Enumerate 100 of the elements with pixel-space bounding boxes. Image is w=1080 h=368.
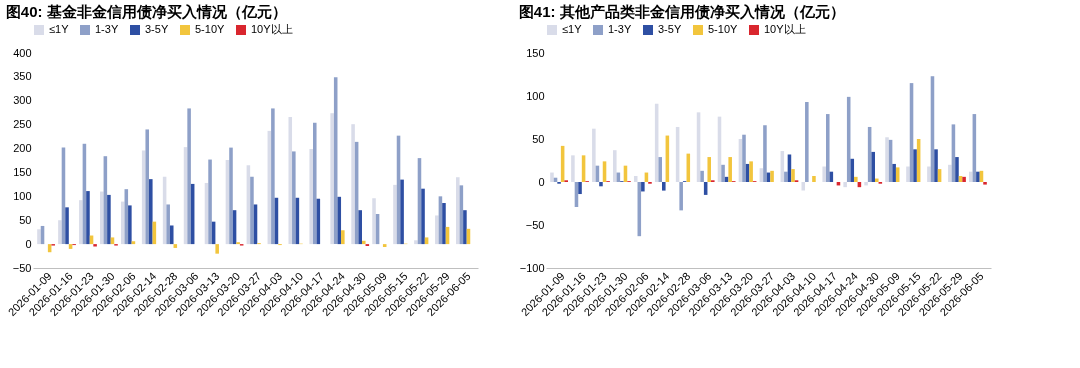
bar <box>393 184 397 245</box>
bar <box>707 157 712 182</box>
y-tick-label: −50 <box>525 218 545 231</box>
y-tick-label: 400 <box>13 46 32 59</box>
bar <box>825 114 830 182</box>
y-tick-label: 50 <box>19 213 32 226</box>
bar <box>166 204 170 245</box>
bar <box>791 169 795 182</box>
bar <box>728 157 732 182</box>
bar <box>976 171 980 182</box>
chart-title: 图41: 其他产品类非金信用债净买入情况（亿元） <box>518 3 845 20</box>
bar <box>37 229 41 245</box>
y-tick-label: 150 <box>13 165 32 178</box>
bar <box>812 175 816 182</box>
bar <box>271 108 275 245</box>
bar <box>149 179 153 245</box>
bar <box>435 215 439 245</box>
bar <box>770 170 774 182</box>
bar <box>421 188 425 245</box>
bar <box>358 210 362 245</box>
bar <box>662 182 666 191</box>
bar <box>330 113 334 245</box>
legend-label: 3-5Y <box>145 23 169 35</box>
bar <box>65 207 69 245</box>
bar <box>58 220 62 245</box>
bar <box>309 149 313 245</box>
legend-label: 5-10Y <box>708 23 739 35</box>
y-tick-label: 300 <box>13 94 32 107</box>
bar <box>107 194 111 245</box>
bar <box>215 244 219 254</box>
y-tick-label: 250 <box>13 118 32 131</box>
bar <box>885 137 889 182</box>
chart-title: 图40: 基金非金信用债净买入情况（亿元） <box>5 3 287 20</box>
bar <box>801 182 806 191</box>
bar <box>641 182 645 192</box>
bar <box>351 124 355 245</box>
bar <box>337 196 342 245</box>
bar <box>700 170 704 182</box>
bar <box>169 225 174 245</box>
legend-label: ≤1Y <box>562 23 583 35</box>
y-tick-label: −50 <box>12 261 32 274</box>
bar <box>843 182 847 188</box>
legend-label: 10Y以上 <box>251 23 293 35</box>
bar <box>749 161 753 182</box>
bar <box>658 157 663 182</box>
bar <box>927 166 931 182</box>
bar <box>955 157 959 182</box>
bar <box>79 200 83 245</box>
bar <box>913 149 917 182</box>
bar <box>578 182 582 195</box>
legend-label: 1-3Y <box>95 23 119 35</box>
legend-label: 5-10Y <box>195 23 226 35</box>
y-tick-label: 350 <box>13 70 32 83</box>
bar <box>372 198 376 245</box>
bar <box>414 240 418 245</box>
bar <box>948 164 952 182</box>
bar <box>874 178 879 182</box>
bar <box>229 147 233 245</box>
bar <box>599 182 603 187</box>
y-tick-label: 0 <box>25 237 32 250</box>
legend-label: 10Y以上 <box>764 23 806 35</box>
legend-label: ≤1Y <box>49 23 70 35</box>
bar <box>208 159 212 245</box>
bar <box>906 166 910 182</box>
y-tick-label: 100 <box>13 189 32 202</box>
y-tick-label: 150 <box>526 46 545 59</box>
bar <box>854 176 858 182</box>
y-tick-label: 50 <box>532 132 545 145</box>
bar <box>934 149 938 182</box>
bar <box>742 134 746 182</box>
bar <box>721 164 725 182</box>
bar <box>463 210 467 245</box>
bar <box>288 117 293 245</box>
bar <box>850 158 855 182</box>
bar <box>864 182 868 186</box>
legend-label: 3-5Y <box>658 23 682 35</box>
y-tick-label: 100 <box>526 89 545 102</box>
bar <box>292 151 296 245</box>
bar <box>100 191 104 245</box>
bar <box>962 176 966 182</box>
legend-label: 1-3Y <box>608 23 632 35</box>
bar <box>120 201 125 245</box>
bar <box>382 244 387 247</box>
bar <box>361 240 366 245</box>
bar <box>131 241 136 245</box>
y-tick-label: 0 <box>538 175 545 188</box>
bar <box>763 125 767 182</box>
bar <box>145 129 150 245</box>
bar <box>592 128 596 182</box>
bar <box>550 172 554 182</box>
bar <box>805 102 809 182</box>
bar <box>187 108 191 245</box>
bar <box>93 244 97 247</box>
bar <box>86 191 90 245</box>
y-tick-label: 200 <box>13 142 32 155</box>
bar <box>633 175 638 182</box>
bar <box>128 205 132 245</box>
bar <box>822 166 826 182</box>
bar <box>341 230 345 245</box>
bar <box>892 163 896 182</box>
